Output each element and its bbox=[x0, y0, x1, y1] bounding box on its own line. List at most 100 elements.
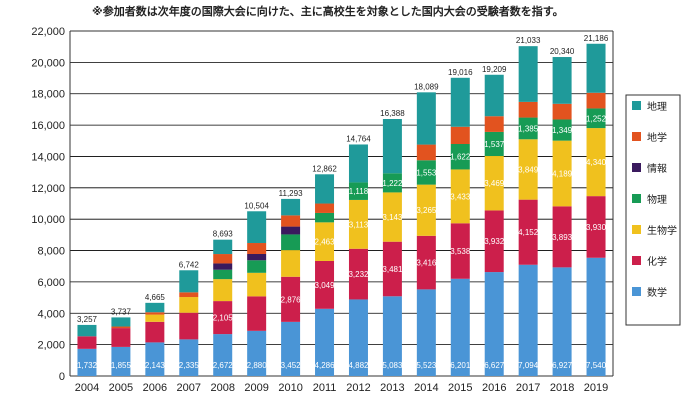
legend-label: 情報 bbox=[647, 162, 667, 175]
bar-segment bbox=[77, 336, 97, 349]
bar-segment bbox=[416, 289, 436, 376]
bars: 1,732 3,257 1,855 3,737 2,143 4,665 2,335 6,742… bbox=[77, 34, 609, 376]
bar-segment bbox=[348, 248, 368, 300]
bar-segment-label: 1,118 bbox=[349, 187, 369, 196]
bar-segment bbox=[179, 297, 199, 313]
bar-segment-label: 3,113 bbox=[349, 220, 369, 229]
bar-segment bbox=[518, 139, 538, 200]
y-tick-label: 6,000 bbox=[37, 277, 65, 289]
chart-note: ※参加者数は次年度の国際大会に向けた、主に高校生を対象とした国内大会の受験者数を… bbox=[92, 5, 564, 18]
bar-segment bbox=[382, 296, 402, 376]
bar-segment-label: 3,481 bbox=[382, 265, 403, 274]
bar-segment bbox=[77, 348, 97, 376]
bar-total-label: 21,186 bbox=[584, 34, 609, 43]
legend-label: 数学 bbox=[647, 286, 667, 299]
bar-segment bbox=[348, 182, 368, 200]
bar-segment bbox=[213, 269, 233, 280]
bar-segment bbox=[315, 260, 335, 309]
bar-segment-label: 5,523 bbox=[416, 361, 437, 370]
bar-segment bbox=[484, 210, 504, 273]
bar-segment-label: 3,849 bbox=[518, 165, 539, 174]
bar-segment bbox=[179, 270, 199, 293]
x-tick-label: 2019 bbox=[584, 382, 608, 394]
legend-swatch bbox=[632, 287, 641, 296]
bar-segment bbox=[450, 223, 470, 279]
bar-segment bbox=[348, 199, 368, 249]
bar-segment bbox=[518, 101, 538, 118]
bar-segment bbox=[484, 116, 504, 132]
y-tick-label: 18,000 bbox=[31, 89, 65, 101]
bar-segment bbox=[145, 321, 165, 343]
bar-segment-label: 1,385 bbox=[518, 124, 539, 133]
bar-segment-label: 2,143 bbox=[145, 361, 166, 370]
x-tick-label: 2016 bbox=[482, 382, 506, 394]
bar-segment bbox=[213, 254, 233, 264]
bar-segment bbox=[281, 234, 301, 251]
bar-segment bbox=[552, 103, 572, 120]
bar-segment-label: 6,927 bbox=[552, 361, 573, 370]
bar-total-label: 3,737 bbox=[111, 307, 132, 316]
bar-total-label: 19,016 bbox=[448, 68, 473, 77]
bar-total-label: 6,742 bbox=[179, 260, 200, 269]
x-tick-label: 2011 bbox=[313, 382, 337, 394]
bar-segment bbox=[281, 250, 301, 277]
x-tick-label: 2006 bbox=[143, 382, 167, 394]
bar-segment-label: 1,622 bbox=[450, 153, 471, 162]
bar-segment bbox=[179, 292, 199, 298]
bar-segment bbox=[315, 222, 335, 261]
bar-segment-label: 5,083 bbox=[382, 361, 403, 370]
bar-segment-label: 4,286 bbox=[315, 361, 336, 370]
bar-segment bbox=[145, 312, 165, 315]
legend-label: 生物学 bbox=[647, 224, 677, 237]
y-axis: 0 2,000 4,000 6,000 8,000 10,000 12,000 14,000 1… bbox=[31, 26, 614, 383]
x-tick-label: 2008 bbox=[210, 382, 234, 394]
bar-segment bbox=[484, 156, 504, 211]
x-tick-label: 2009 bbox=[244, 382, 268, 394]
y-tick-label: 8,000 bbox=[37, 246, 65, 258]
x-tick-label: 2014 bbox=[414, 382, 438, 394]
bar-segment bbox=[450, 126, 470, 145]
bar-segment bbox=[179, 339, 199, 376]
bar-segment-label: 3,416 bbox=[416, 259, 437, 268]
bar-segment-label: 3,893 bbox=[552, 233, 573, 242]
bar-segment bbox=[247, 253, 267, 261]
bar-segment bbox=[281, 198, 301, 216]
bar-segment bbox=[552, 206, 572, 268]
bar-segment bbox=[450, 169, 470, 224]
bar-segment-label: 2,880 bbox=[247, 361, 268, 370]
bar-segment-label: 3,265 bbox=[416, 206, 437, 215]
bar-segment bbox=[247, 330, 267, 376]
bar-segment-label: 2,335 bbox=[179, 361, 200, 370]
bar-segment-label: 1,252 bbox=[586, 114, 607, 123]
bar-total-label: 4,665 bbox=[145, 293, 166, 302]
y-tick-label: 4,000 bbox=[37, 308, 65, 320]
bar-segment bbox=[586, 43, 606, 93]
y-tick-label: 16,000 bbox=[31, 120, 65, 132]
bar-segment-label: 3,143 bbox=[382, 213, 403, 222]
bar-segment bbox=[552, 119, 572, 141]
y-tick-label: 14,000 bbox=[31, 151, 65, 163]
bar-segment-label: 1,855 bbox=[111, 361, 132, 370]
x-tick-label: 2018 bbox=[550, 382, 574, 394]
bar-segment-label: 3,232 bbox=[348, 270, 369, 279]
bar-segment bbox=[416, 92, 436, 145]
bar-segment bbox=[382, 119, 402, 174]
bar-segment bbox=[382, 192, 402, 242]
x-tick-label: 2010 bbox=[278, 382, 302, 394]
bar-segment bbox=[281, 215, 301, 227]
legend-label: 化学 bbox=[647, 255, 667, 268]
bar-segment-label: 6,201 bbox=[450, 361, 471, 370]
bar-total-label: 14,764 bbox=[346, 134, 371, 143]
bar-segment-label: 1,732 bbox=[77, 361, 98, 370]
legend-swatch bbox=[632, 132, 641, 141]
bar-segment bbox=[247, 211, 267, 244]
bar-segment-label: 2,876 bbox=[281, 295, 302, 304]
bar-segment bbox=[281, 276, 301, 322]
bar-segment-label: 1,222 bbox=[382, 179, 403, 188]
bar-segment bbox=[382, 241, 402, 297]
bar-segment bbox=[247, 243, 267, 254]
bar-segment bbox=[348, 144, 368, 183]
bar-segment bbox=[315, 212, 335, 223]
bar-segment bbox=[586, 128, 606, 197]
bar-segment bbox=[416, 235, 436, 290]
